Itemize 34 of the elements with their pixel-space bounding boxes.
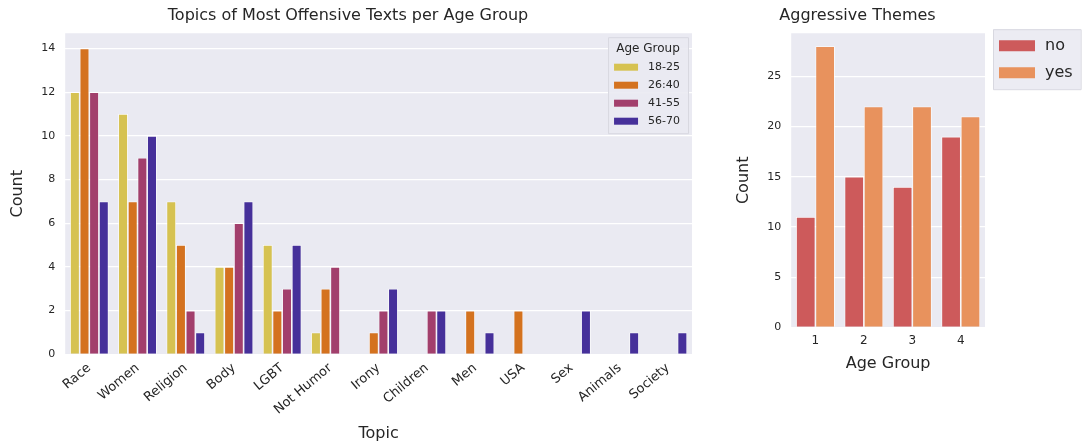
x-axis-title: Topic: [357, 422, 399, 442]
legend-label: yes: [1045, 61, 1073, 81]
x-tick-label: 3: [908, 332, 917, 347]
x-tick-label: 4: [956, 332, 965, 347]
x-tick-label: 1: [811, 332, 820, 347]
y-tick-label: 4: [48, 259, 56, 273]
x-tick-label: 2: [860, 332, 868, 347]
y-tick-label: 10: [41, 128, 56, 142]
y-tick-label: 12: [41, 85, 56, 99]
y-tick-label: 2: [48, 303, 56, 317]
y-tick-label: 20: [767, 119, 782, 133]
legend-label: 26:40: [648, 78, 680, 92]
y-tick-label: 25: [767, 69, 782, 83]
y-axis-title: Count: [6, 169, 26, 218]
chart-title: Aggressive Themes: [779, 4, 936, 24]
legend-title: Age Group: [616, 41, 680, 56]
x-axis-title: Age Group: [845, 352, 931, 372]
x-tick-label: Men: [448, 359, 480, 389]
legend-label: no: [1045, 34, 1065, 54]
y-tick-label: 6: [48, 216, 56, 230]
y-axis-title: Count: [732, 156, 752, 205]
legend-label: 56-70: [648, 114, 681, 128]
x-tick-label: Sex: [547, 359, 576, 387]
y-tick-label: 8: [48, 172, 56, 186]
x-tick-label: USA: [497, 359, 528, 389]
legend-label: 18-25: [648, 60, 681, 74]
legend-label: 41-55: [648, 96, 681, 110]
y-tick-label: 14: [41, 41, 56, 55]
y-tick-label: 5: [774, 270, 782, 284]
y-tick-label: 15: [767, 169, 782, 183]
y-tick-label: 0: [774, 320, 782, 334]
y-tick-label: 0: [48, 347, 56, 361]
chart-title: Topics of Most Offensive Texts per Age Group: [166, 4, 529, 24]
y-tick-label: 10: [767, 219, 782, 233]
